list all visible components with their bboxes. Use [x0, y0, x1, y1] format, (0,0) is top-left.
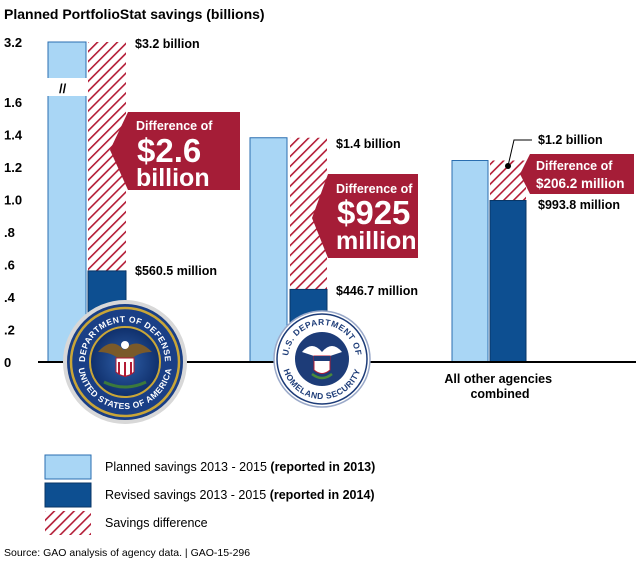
- callout-dod: Difference of $2.6 billion: [110, 112, 240, 192]
- leader-dot: [505, 163, 511, 169]
- y-tick-label: 1.6: [4, 95, 22, 110]
- value-label-planned-other: $1.2 billion: [538, 133, 603, 147]
- legend-swatch-planned: [44, 454, 92, 480]
- callout-dhs-line2: $925: [337, 194, 410, 231]
- value-label-revised-other: $993.8 million: [538, 198, 620, 212]
- dod-seal: DEPARTMENT OF DEFENSE UNITED STATES OF A…: [63, 300, 187, 424]
- callout-dhs-shape: [312, 174, 418, 258]
- chart-title: Planned PortfolioStat savings (billions): [4, 6, 265, 22]
- axis-break-mark: //: [59, 81, 67, 96]
- category-label-other-line1: All other agencies: [444, 372, 552, 386]
- value-label-revised-dhs: $446.7 million: [336, 284, 418, 298]
- axis-break-gap: [47, 78, 87, 96]
- y-tick-label: 1.0: [4, 193, 22, 208]
- callout-other: Difference of $206.2 million: [520, 154, 634, 194]
- legend-label-revised: Revised savings 2013 - 2015 (reported in…: [105, 488, 375, 502]
- legend-swatch-difference: [45, 511, 91, 535]
- y-tick-label: 1.4: [4, 128, 23, 143]
- callout-dod-line1: Difference of: [136, 119, 213, 133]
- callout-dhs: Difference of $925 million: [312, 174, 418, 258]
- legend-label-planned: Planned savings 2013 - 2015 (reported in…: [105, 460, 375, 474]
- legend-swatch-revised: [44, 482, 92, 508]
- y-tick-label: 0: [4, 355, 11, 370]
- dhs-shield-chief: [314, 356, 330, 361]
- y-tick-label: 1.2: [4, 160, 22, 175]
- legend-label-difference: Savings difference: [105, 516, 208, 530]
- value-label-planned-dod: $3.2 billion: [135, 37, 200, 51]
- laurel-icon: [103, 380, 147, 389]
- dod-seal-gold-ring: [69, 306, 181, 418]
- callout-other-line1: Difference of: [536, 159, 613, 173]
- eagle-wings-icon: [98, 343, 152, 360]
- dhs-seal: U.S. DEPARTMENT OF HOMELAND SECURITY: [273, 310, 371, 408]
- y-tick-label: .8: [4, 225, 15, 240]
- callout-dhs-line3: million: [336, 227, 417, 255]
- bar-revised-other: [489, 200, 527, 363]
- leader-line: [507, 139, 532, 167]
- bar-planned-dhs: [249, 137, 288, 363]
- category-label-other-line2: combined: [470, 387, 529, 401]
- callout-dhs-line1: Difference of: [336, 182, 413, 196]
- value-label-planned-dhs: $1.4 billion: [336, 137, 401, 151]
- dhs-eagle-icon: [302, 346, 342, 356]
- callout-other-line2: $206.2 million: [536, 176, 625, 191]
- callout-dod-shape: [110, 112, 240, 190]
- y-tick-label: .4: [4, 290, 16, 305]
- eagle-head-icon: [121, 341, 129, 349]
- y-tick-label: 3.2: [4, 35, 22, 50]
- bar-planned-other: [451, 160, 489, 363]
- dhs-seal-ring: [276, 313, 368, 405]
- value-label-revised-dod: $560.5 million: [135, 264, 217, 278]
- y-axis-ticks: 0 .2 .4 .6 .8 1.0 1.2 1.4 1.6 3.2: [4, 35, 23, 370]
- legend: Planned savings 2013 - 2015 (reported in…: [44, 454, 375, 535]
- category-label-other: All other agencies combined: [444, 372, 555, 401]
- callout-dod-line2: $2.6: [137, 132, 201, 169]
- callout-dod-line3: billion: [136, 164, 210, 192]
- bars-group: [47, 41, 527, 363]
- callout-other-shape: [520, 154, 634, 194]
- y-tick-label: .6: [4, 258, 15, 273]
- y-tick-label: .2: [4, 323, 15, 338]
- source-note: Source: GAO analysis of agency data. | G…: [4, 547, 250, 559]
- dhs-land-icon: [311, 372, 333, 380]
